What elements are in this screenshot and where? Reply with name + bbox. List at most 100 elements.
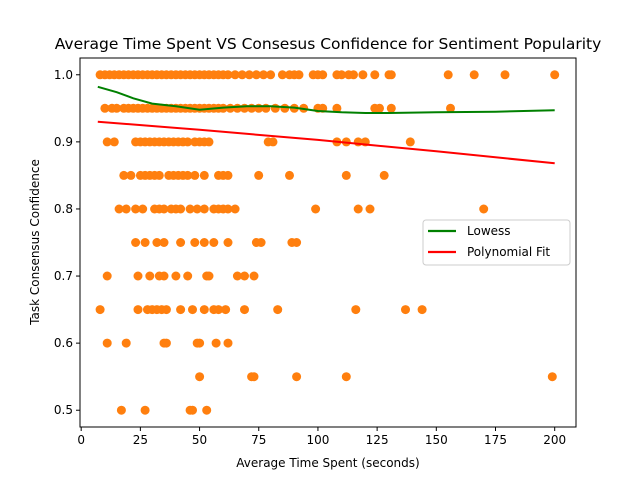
scatter-point <box>280 103 290 113</box>
scatter-point <box>109 137 119 147</box>
scatter-point <box>223 70 233 80</box>
scatter-point <box>446 103 455 113</box>
x-tick-label: 150 <box>425 433 448 447</box>
legend: Lowess Polynomial Fit <box>422 219 571 266</box>
scatter-point <box>221 305 231 315</box>
scatter-point <box>268 137 278 147</box>
x-tick-label: 125 <box>366 433 389 447</box>
scatter-point <box>259 70 268 80</box>
scatter-point <box>230 70 240 80</box>
scatter-point <box>251 70 261 80</box>
scatter-point <box>500 70 510 80</box>
scatter-point <box>237 70 247 80</box>
scatter-point <box>254 170 264 180</box>
scatter-point <box>249 372 259 382</box>
scatter-point <box>102 338 112 348</box>
scatter-point <box>159 204 169 214</box>
chart-title: Average Time Spent VS Consesus Confidenc… <box>55 35 602 53</box>
scatter-point <box>266 70 276 80</box>
scatter-point <box>417 305 427 315</box>
scatter-point <box>223 238 233 247</box>
scatter-point <box>249 271 259 281</box>
scatter-point <box>190 238 200 247</box>
y-tick-label: 0.7 <box>54 269 73 283</box>
legend-box <box>422 219 571 266</box>
scatter-point <box>405 137 415 147</box>
scatter-point <box>214 305 223 315</box>
scatter-point <box>133 271 143 281</box>
scatter-point <box>223 170 233 180</box>
scatter-markers <box>95 70 560 415</box>
x-axis-label: Average Time Spent (seconds) <box>236 456 419 470</box>
y-tick-label: 0.8 <box>54 202 73 216</box>
x-tick-label: 25 <box>133 433 148 447</box>
scatter-point <box>176 305 186 315</box>
scatter-point <box>311 204 321 214</box>
scatter-point <box>240 271 249 281</box>
scatter-point <box>199 238 209 247</box>
scatter-point <box>161 338 171 348</box>
x-axis-ticks: 0 25 50 75 100 125 150 175 200 <box>77 427 566 447</box>
scatter-point <box>479 204 489 214</box>
scatter-point <box>358 70 368 80</box>
scatter-point <box>401 305 410 315</box>
scatter-point <box>443 70 453 80</box>
scatter-point <box>318 70 328 80</box>
scatter-point <box>161 305 171 315</box>
series-line-lowess <box>97 85 555 114</box>
scatter-point <box>140 238 150 247</box>
scatter-point <box>365 204 375 214</box>
scatter-point <box>131 204 141 214</box>
scatter-point <box>240 305 249 315</box>
scatter-point <box>341 372 351 382</box>
scatter-point <box>199 204 209 214</box>
y-tick-label: 0.9 <box>54 135 73 149</box>
scatter-point <box>386 103 396 113</box>
scatter-point <box>223 338 233 348</box>
scatter-point <box>171 271 181 281</box>
scatter-point <box>100 103 110 113</box>
scatter-point <box>292 372 302 382</box>
scatter-point <box>256 238 266 247</box>
scatter-point <box>116 405 126 415</box>
scatter-point <box>337 70 347 80</box>
scatter-point <box>114 204 124 214</box>
scatter-point <box>95 305 105 315</box>
scatter-point <box>285 170 294 180</box>
x-tick-label: 75 <box>251 433 266 447</box>
scatter-point <box>386 70 396 80</box>
scatter-point <box>349 70 358 80</box>
scatter-point <box>183 137 193 147</box>
scatter-point <box>112 103 122 113</box>
scatter-point <box>469 70 479 80</box>
scatter-point <box>202 405 212 415</box>
scatter-point <box>332 103 342 113</box>
y-tick-label: 0.5 <box>54 403 73 417</box>
scatter-point <box>159 238 169 247</box>
scatter-point <box>244 70 254 80</box>
y-tick-label: 0.6 <box>54 336 73 350</box>
scatter-point <box>547 372 557 382</box>
scatter-point <box>138 204 148 214</box>
scatter-point <box>140 405 150 415</box>
scatter-point <box>225 103 235 113</box>
scatter-point <box>204 271 214 281</box>
scatter-point <box>223 204 233 214</box>
scatter-point <box>102 137 112 147</box>
scatter-point <box>370 70 380 80</box>
scatter-point <box>102 271 112 281</box>
legend-label-lowess: Lowess <box>467 224 511 238</box>
x-tick-label: 50 <box>192 433 207 447</box>
scatter-point <box>195 338 205 348</box>
scatter-point <box>121 204 131 214</box>
scatter-point <box>209 238 219 247</box>
scatter-point <box>119 170 129 180</box>
plot-frame <box>79 57 577 428</box>
scatter-point <box>133 305 143 315</box>
scatter-point <box>192 204 202 214</box>
scatter-point <box>232 271 242 281</box>
scatter-point <box>379 170 389 180</box>
scatter-point <box>190 170 200 180</box>
series-line-polynomial-fit <box>97 120 555 165</box>
